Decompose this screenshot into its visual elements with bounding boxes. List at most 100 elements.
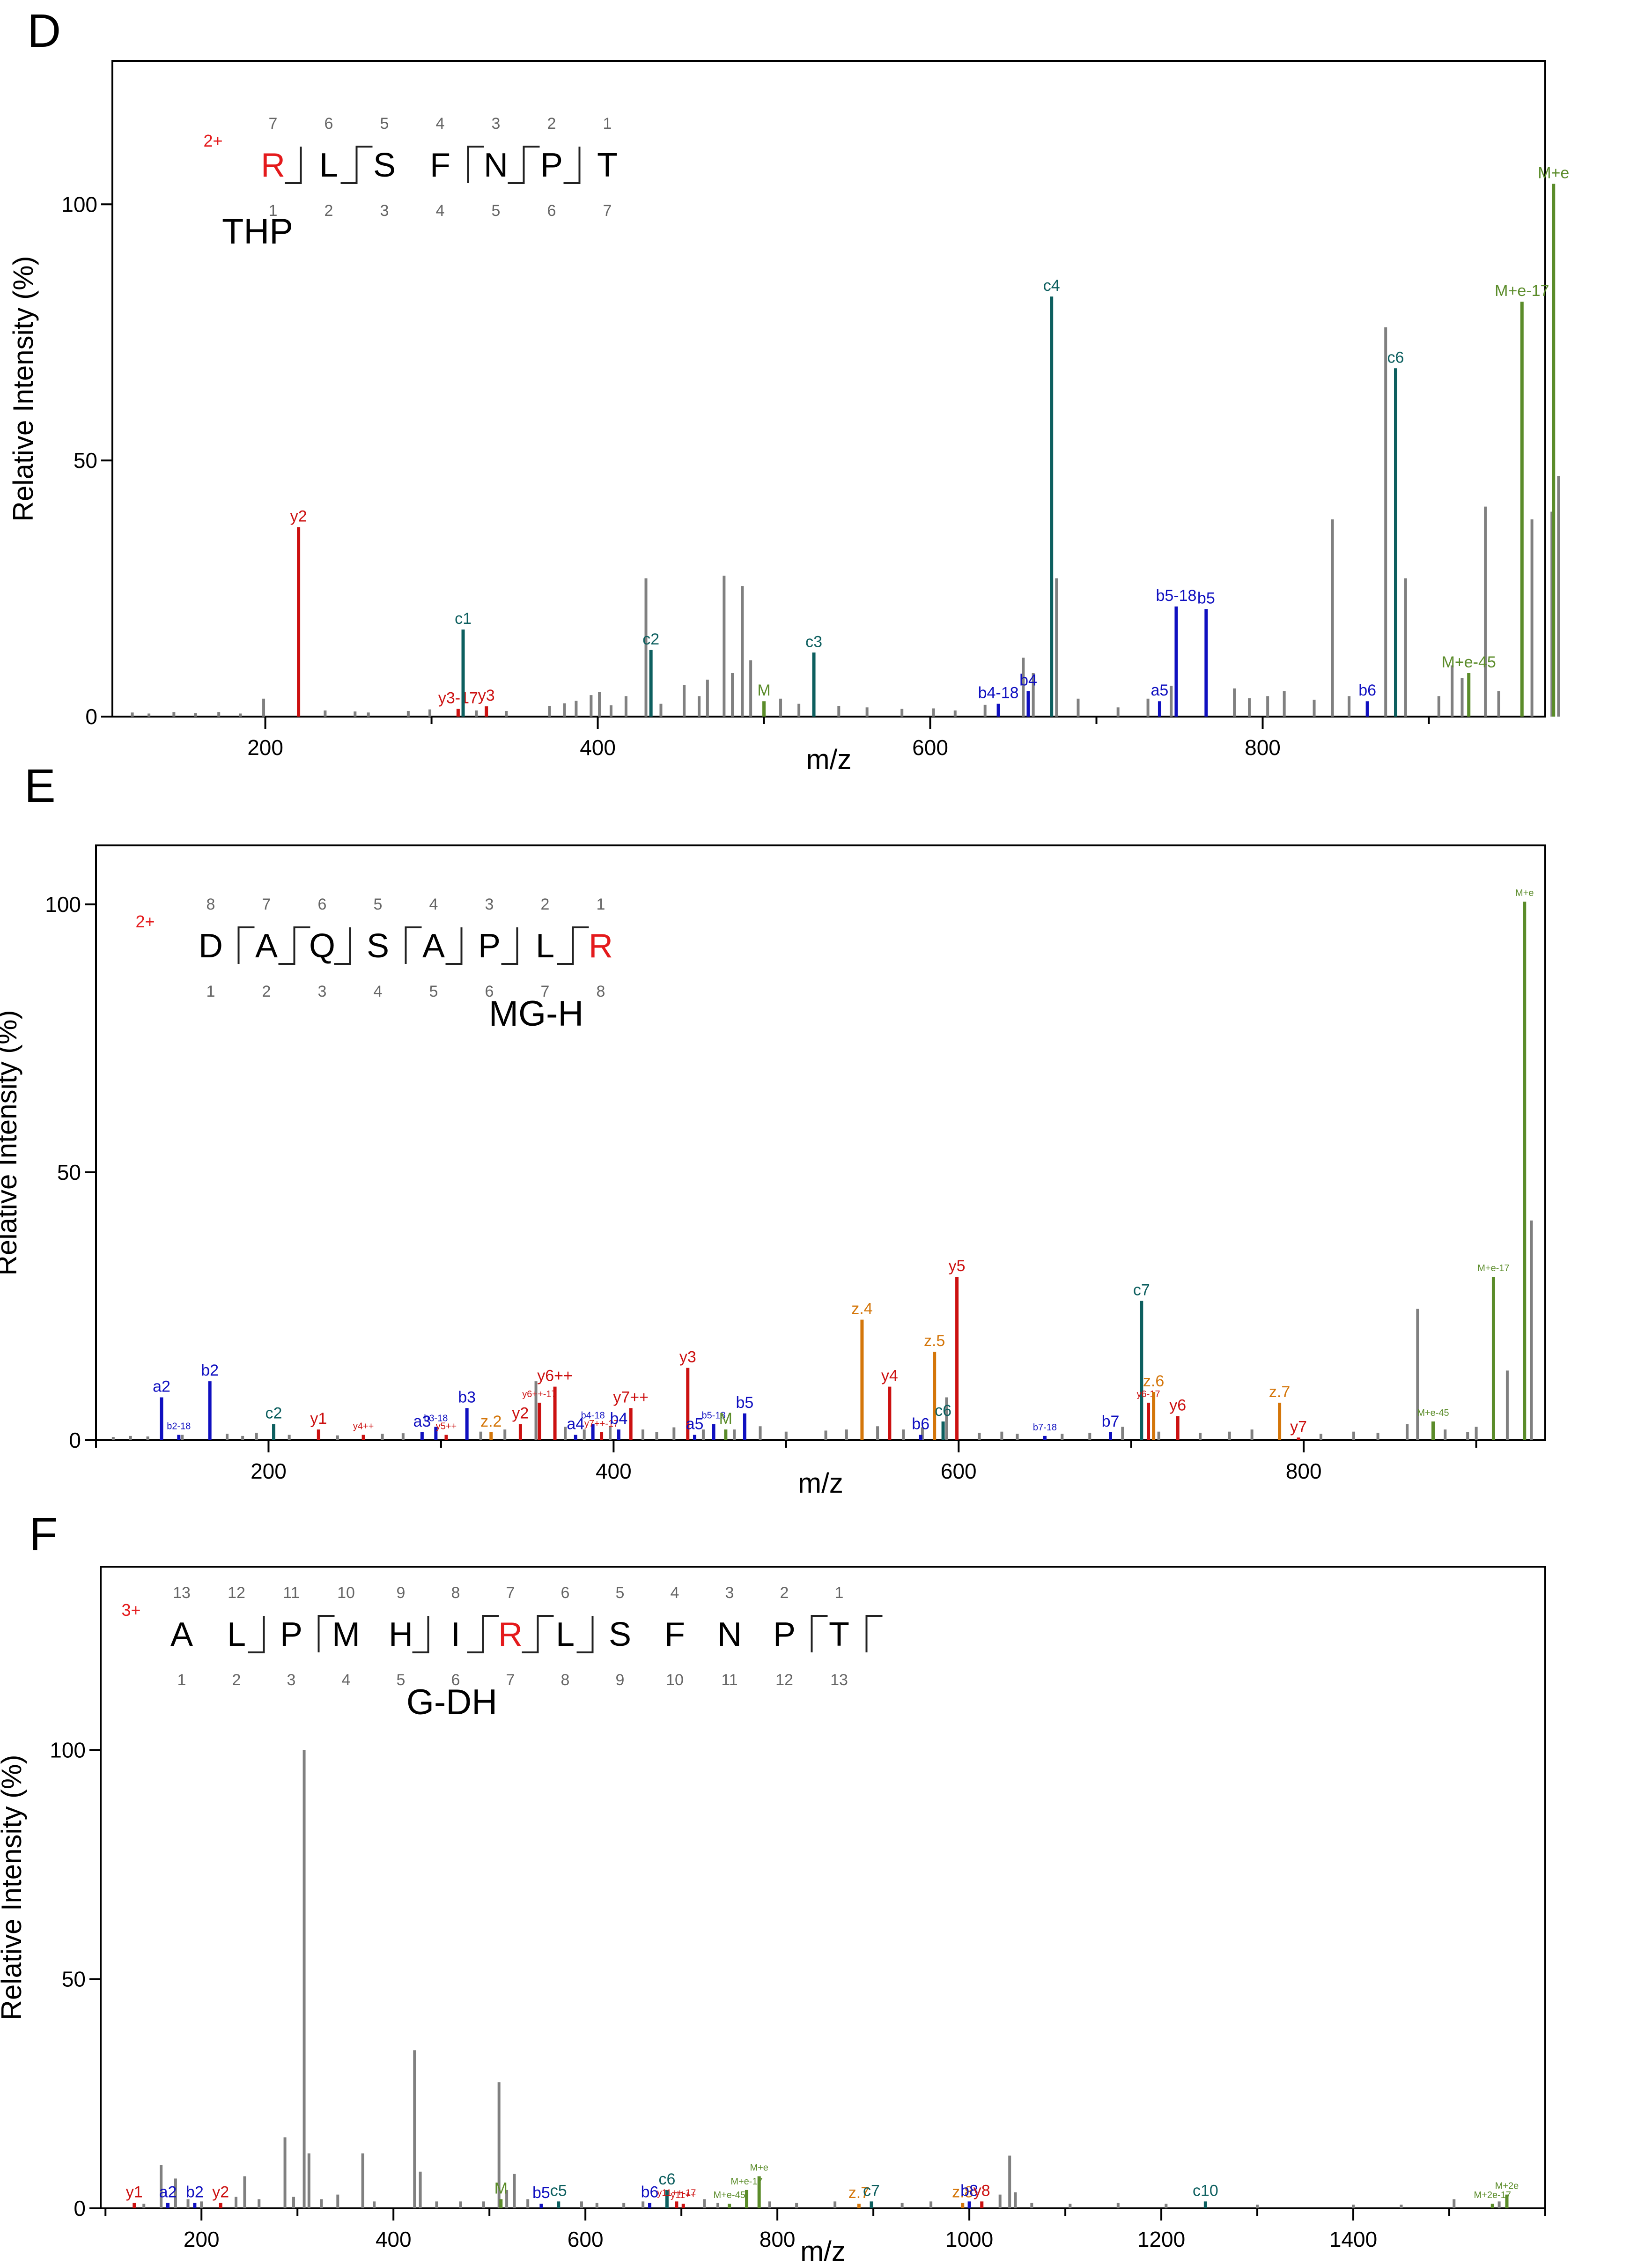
n-term-number: 1 <box>177 1671 186 1689</box>
peak-label: b4-18 <box>978 684 1019 702</box>
x-tick-label: 800 <box>1286 1459 1322 1483</box>
plot-frame <box>95 844 1546 1441</box>
n-term-number: 7 <box>506 1671 515 1689</box>
peak-label: b3 <box>458 1388 476 1406</box>
residue: N <box>484 147 508 184</box>
peak-label: y5++ <box>436 1421 457 1432</box>
c-term-number: 6 <box>318 896 327 913</box>
modified-residue: R <box>498 1616 523 1653</box>
n-term-number: 10 <box>666 1671 684 1689</box>
peak-label: b2-18 <box>167 1421 191 1432</box>
x-tick-label: 600 <box>941 1459 977 1483</box>
peptide-name: MG-H <box>489 994 584 1034</box>
residue: S <box>373 147 396 184</box>
peak-label: y2 <box>212 2183 229 2201</box>
c-term-number: 5 <box>380 115 389 133</box>
c-term-number: 1 <box>597 896 605 913</box>
x-tick-label: 400 <box>596 1459 632 1483</box>
peak-label: M+e-45 <box>713 2190 745 2200</box>
peak-label: M+e <box>1515 888 1534 898</box>
peak-label: y2 <box>290 507 307 525</box>
residue: A <box>170 1616 193 1653</box>
c-term-number: 4 <box>429 896 438 913</box>
peak-label: b6 <box>912 1415 929 1433</box>
peak-label: c4 <box>1043 277 1060 295</box>
residue: F <box>664 1616 685 1653</box>
peak-label: y3-17 <box>438 689 478 707</box>
residue: P <box>540 147 563 184</box>
peak-label: c6 <box>658 2170 675 2188</box>
peak-label: y1 <box>310 1410 327 1428</box>
residue: P <box>478 927 501 965</box>
x-tick-label: 400 <box>376 2227 412 2251</box>
plot-frame <box>100 1566 1546 2209</box>
peak-label: y6++-17 <box>522 1389 556 1399</box>
c-term-number: 8 <box>206 896 215 913</box>
c-term-number: 9 <box>397 1584 406 1602</box>
peak-label: c6 <box>1387 348 1404 366</box>
residue: S <box>367 927 389 965</box>
x-tick-label: 800 <box>1245 735 1281 760</box>
peak-label: y7++ <box>613 1388 649 1406</box>
n-term-number: 2 <box>232 1671 241 1689</box>
peak-label: c5 <box>550 2182 567 2199</box>
peak-label: b5-18 <box>701 1411 725 1421</box>
peak-label: M+2e <box>1495 2181 1519 2191</box>
c-term-number: 8 <box>451 1584 460 1602</box>
peak-label: b5 <box>532 2184 550 2202</box>
b-fragment-bracket <box>445 927 463 965</box>
peak-label: y7++-17 <box>584 1419 619 1429</box>
residue: A <box>422 927 445 965</box>
y-fragment-bracket <box>405 926 422 964</box>
y-fragment-bracket <box>317 1615 335 1652</box>
y-axis-title: Relative Intensity (%) <box>7 256 39 522</box>
peak-label: a5 <box>1151 681 1169 699</box>
residue: F <box>430 147 450 184</box>
peak-label: y5 <box>949 1257 966 1275</box>
n-term-number: 12 <box>775 1671 793 1689</box>
peak-label: c7 <box>863 2182 880 2199</box>
n-term-number: 5 <box>397 1671 406 1689</box>
n-term-number: 4 <box>374 983 383 1000</box>
peak-label: z.4 <box>851 1300 872 1318</box>
y-tick-label: 100 <box>61 192 97 216</box>
peak-label: a4 <box>567 1415 584 1433</box>
peak-label: b4 <box>1019 671 1037 689</box>
n-term-number: 5 <box>429 983 438 1000</box>
plot-frame <box>111 60 1546 718</box>
b-fragment-bracket <box>340 147 358 184</box>
peak-label: y6-17 <box>1137 1389 1160 1399</box>
peak-label: a2 <box>159 2183 177 2201</box>
y-tick-label: 50 <box>62 1967 86 1991</box>
n-term-number: 2 <box>324 202 333 220</box>
peak-label: y11++ <box>671 2190 696 2200</box>
b-fragment-bracket <box>522 1616 539 1653</box>
peak-label: a3 <box>413 1413 431 1430</box>
peak-label: M+e-45 <box>1417 1408 1449 1418</box>
residue: P <box>773 1616 796 1653</box>
residue: L <box>536 927 554 965</box>
n-term-number: 9 <box>616 1671 625 1689</box>
b-fragment-bracket <box>248 1616 265 1653</box>
c-term-number: 2 <box>780 1584 789 1602</box>
peak-label: b2 <box>186 2183 204 2201</box>
y-fragment-bracket <box>523 146 540 183</box>
peak-label: b2 <box>201 1362 219 1379</box>
c-term-number: 6 <box>324 115 333 133</box>
peak-label: a5 <box>686 1415 704 1433</box>
c-term-number: 11 <box>283 1584 299 1602</box>
n-term-number: 3 <box>380 202 389 220</box>
residue: L <box>556 1616 575 1653</box>
charge-state: 3+ <box>121 1600 140 1620</box>
x-tick-label: 1000 <box>945 2227 993 2251</box>
x-axis-title: m/z <box>806 744 852 775</box>
x-tick-label: 200 <box>184 2227 220 2251</box>
c-term-number: 7 <box>262 896 271 913</box>
peak-label: c6 <box>935 1402 951 1420</box>
peak-label: c10 <box>1193 2182 1218 2199</box>
y-fragment-bracket <box>811 1615 828 1652</box>
x-tick-label: 600 <box>912 735 948 760</box>
peak-label: b5 <box>1197 589 1215 607</box>
